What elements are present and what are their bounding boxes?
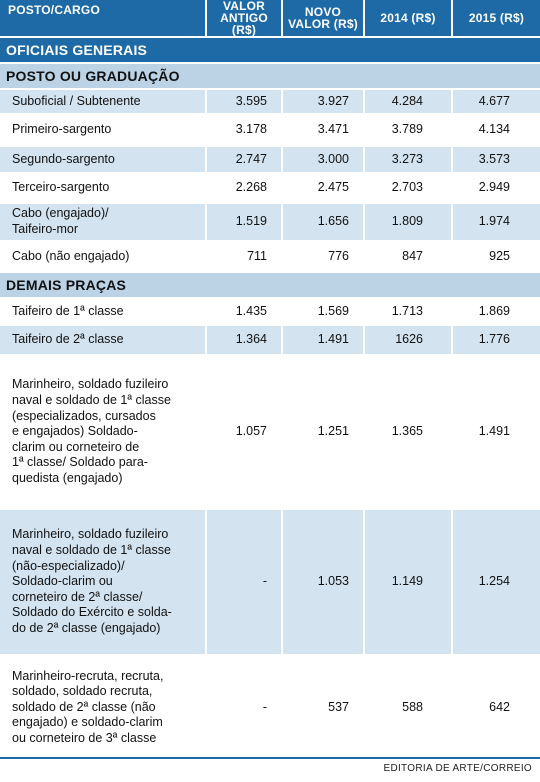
bottom-rule bbox=[0, 757, 540, 759]
table-row: Taifeiro de 1ª classe 1.435 1.569 1.713 … bbox=[0, 297, 540, 325]
row-label: Cabo (engajado)/Taifeiro-mor bbox=[0, 202, 207, 241]
row-label: Suboficial / Subtenente bbox=[0, 88, 207, 114]
row-label: Marinheiro, soldado fuzileiro naval e so… bbox=[0, 508, 207, 655]
section-title: POSTO OU GRADUAÇÃO bbox=[0, 62, 540, 89]
cell-antigo: 1.057 bbox=[206, 354, 283, 509]
cell-2015: 4.134 bbox=[452, 113, 540, 146]
cell-2015: 642 bbox=[452, 654, 540, 759]
table-row: Marinheiro, soldado fuzileiro naval e so… bbox=[0, 354, 540, 509]
cell-2014: 3.789 bbox=[364, 113, 453, 146]
cell-novo: 537 bbox=[282, 654, 365, 759]
cell-antigo: 711 bbox=[206, 240, 283, 272]
cell-2014: 1.809 bbox=[364, 202, 453, 241]
cell-2015: 1.776 bbox=[452, 324, 540, 355]
cell-2014: 1.713 bbox=[364, 297, 453, 325]
cell-antigo: - bbox=[206, 508, 283, 655]
cell-novo: 1.053 bbox=[282, 508, 365, 655]
cell-2015: 1.491 bbox=[452, 354, 540, 509]
cell-2015: 4.677 bbox=[452, 88, 540, 114]
row-label: Marinheiro-recruta, recruta, soldado, so… bbox=[0, 654, 207, 759]
row-label: Taifeiro de 1ª classe bbox=[0, 297, 207, 325]
section-demais-pracas: DEMAIS PRAÇAS bbox=[0, 271, 540, 298]
salary-table: POSTO/CARGO VALOR ANTIGO (R$) NOVO VALOR (… bbox=[0, 0, 540, 759]
cell-2014: 3.273 bbox=[364, 145, 453, 173]
cell-antigo: 3.178 bbox=[206, 113, 283, 146]
cell-2014: 1626 bbox=[364, 324, 453, 355]
row-label: Segundo-sargento bbox=[0, 145, 207, 173]
section-title: DEMAIS PRAÇAS bbox=[0, 271, 540, 298]
cell-2015: 1.974 bbox=[452, 202, 540, 241]
cell-2014: 1.365 bbox=[364, 354, 453, 509]
cell-novo: 3.471 bbox=[282, 113, 365, 146]
cell-antigo: 1.435 bbox=[206, 297, 283, 325]
header-2015: 2015 (R$) bbox=[452, 0, 540, 37]
header-novo-valor: NOVO VALOR (R$) bbox=[282, 0, 365, 37]
cell-antigo: - bbox=[206, 654, 283, 759]
table-row: Taifeiro de 2ª classe 1.364 1.491 1626 1… bbox=[0, 324, 540, 355]
cell-2014: 847 bbox=[364, 240, 453, 272]
row-label: Primeiro-sargento bbox=[0, 113, 207, 146]
table-row: Segundo-sargento 2.747 3.000 3.273 3.573 bbox=[0, 145, 540, 173]
cell-antigo: 2.268 bbox=[206, 172, 283, 203]
cell-novo: 1.491 bbox=[282, 324, 365, 355]
cell-novo: 1.251 bbox=[282, 354, 365, 509]
section-oficiais-generais: OFICIAIS GENERAIS bbox=[0, 36, 540, 63]
cell-2014: 4.284 bbox=[364, 88, 453, 114]
credit-line: EDITORIA DE ARTE/CORREIO bbox=[383, 763, 532, 774]
table-row: Suboficial / Subtenente 3.595 3.927 4.28… bbox=[0, 88, 540, 114]
row-label: Marinheiro, soldado fuzileiro naval e so… bbox=[0, 354, 207, 509]
row-label: Taifeiro de 2ª classe bbox=[0, 324, 207, 355]
table-row: Cabo (não engajado) 711 776 847 925 bbox=[0, 240, 540, 272]
cell-antigo: 1.519 bbox=[206, 202, 283, 241]
cell-2015: 1.254 bbox=[452, 508, 540, 655]
cell-novo: 3.000 bbox=[282, 145, 365, 173]
cell-antigo: 2.747 bbox=[206, 145, 283, 173]
cell-2015: 3.573 bbox=[452, 145, 540, 173]
cell-antigo: 1.364 bbox=[206, 324, 283, 355]
cell-novo: 1.656 bbox=[282, 202, 365, 241]
table-row: Terceiro-sargento 2.268 2.475 2.703 2.94… bbox=[0, 172, 540, 203]
cell-novo: 3.927 bbox=[282, 88, 365, 114]
table-row: Marinheiro, soldado fuzileiro naval e so… bbox=[0, 508, 540, 655]
cell-novo: 776 bbox=[282, 240, 365, 272]
table-row: Primeiro-sargento 3.178 3.471 3.789 4.13… bbox=[0, 113, 540, 146]
cell-2015: 1.869 bbox=[452, 297, 540, 325]
cell-2014: 588 bbox=[364, 654, 453, 759]
header-2014: 2014 (R$) bbox=[364, 0, 453, 37]
section-title: OFICIAIS GENERAIS bbox=[0, 36, 540, 63]
table-header: POSTO/CARGO VALOR ANTIGO (R$) NOVO VALOR (… bbox=[0, 0, 540, 37]
row-label: Terceiro-sargento bbox=[0, 172, 207, 203]
row-label: Cabo (não engajado) bbox=[0, 240, 207, 272]
cell-antigo: 3.595 bbox=[206, 88, 283, 114]
cell-novo: 2.475 bbox=[282, 172, 365, 203]
cell-2014: 2.703 bbox=[364, 172, 453, 203]
cell-2015: 925 bbox=[452, 240, 540, 272]
header-posto-cargo: POSTO/CARGO bbox=[0, 0, 207, 37]
table-row: Marinheiro-recruta, recruta, soldado, so… bbox=[0, 654, 540, 759]
cell-2014: 1.149 bbox=[364, 508, 453, 655]
cell-novo: 1.569 bbox=[282, 297, 365, 325]
section-posto-graduacao: POSTO OU GRADUAÇÃO bbox=[0, 62, 540, 89]
cell-2015: 2.949 bbox=[452, 172, 540, 203]
table-row: Cabo (engajado)/Taifeiro-mor 1.519 1.656… bbox=[0, 202, 540, 241]
header-valor-antigo: VALOR ANTIGO (R$) bbox=[206, 0, 283, 37]
